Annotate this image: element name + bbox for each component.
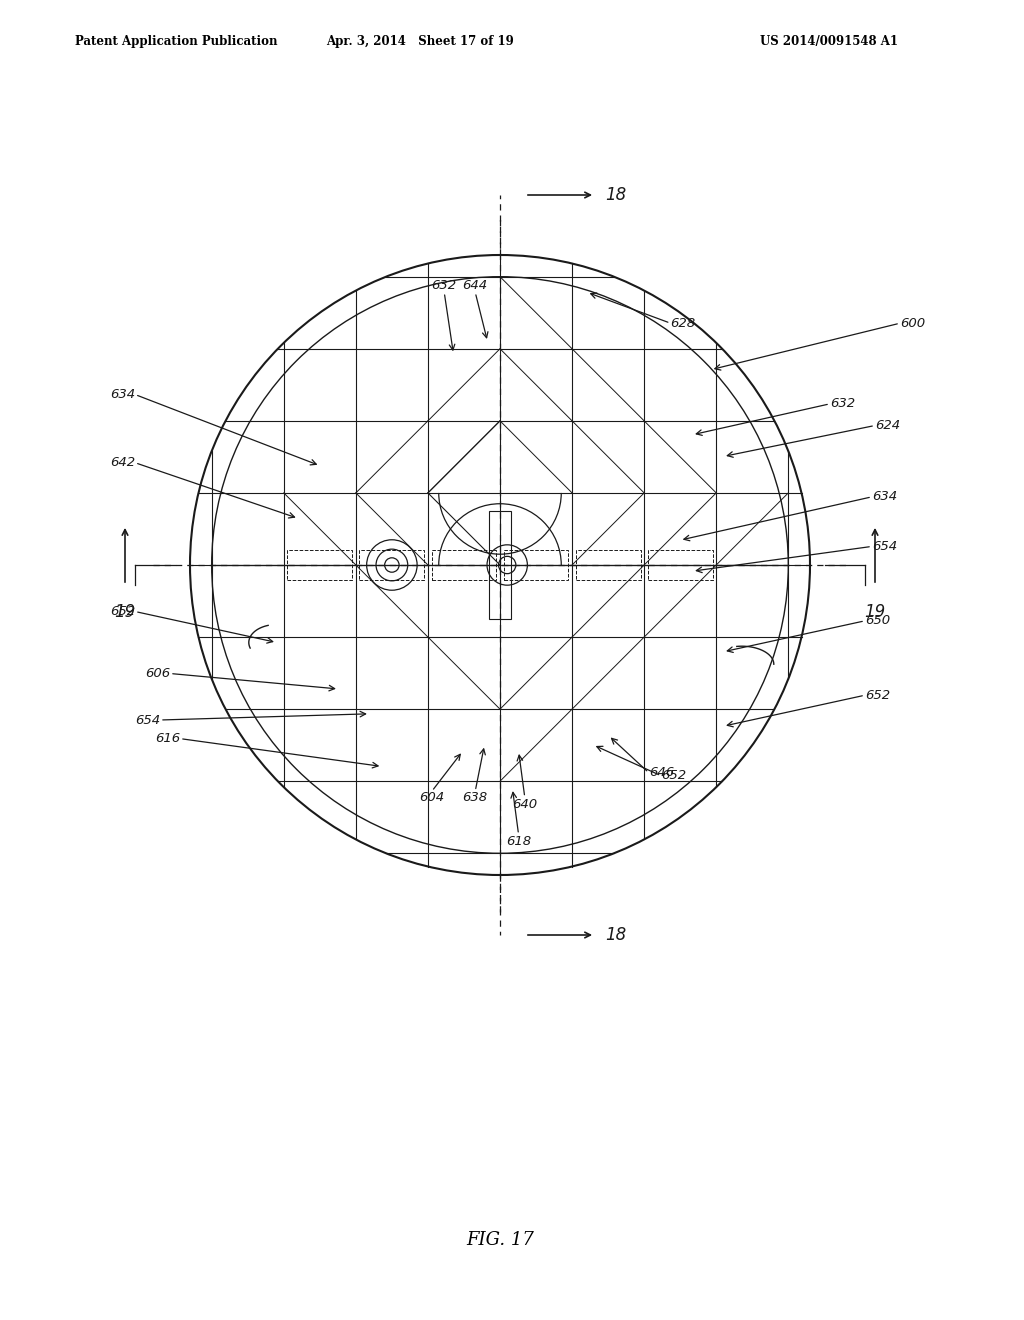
Text: US 2014/0091548 A1: US 2014/0091548 A1: [760, 36, 898, 48]
Text: 634: 634: [872, 490, 897, 503]
Text: 18: 18: [605, 927, 627, 944]
Text: 606: 606: [144, 667, 170, 680]
Text: 652: 652: [662, 770, 686, 783]
Text: 624: 624: [874, 418, 900, 432]
Bar: [431, 550, 497, 579]
Text: 632: 632: [830, 397, 855, 411]
Bar: [648, 550, 713, 579]
Text: Patent Application Publication: Patent Application Publication: [75, 36, 278, 48]
Text: FIG. 17: FIG. 17: [466, 1232, 534, 1249]
Bar: [489, 511, 511, 619]
Text: 638: 638: [463, 791, 487, 804]
Text: 618: 618: [506, 834, 531, 847]
Text: 642: 642: [110, 457, 135, 469]
Text: 646: 646: [649, 766, 674, 779]
Text: 616: 616: [155, 733, 180, 744]
Text: 632: 632: [432, 280, 457, 292]
Text: 18: 18: [605, 186, 627, 205]
Text: 652: 652: [110, 605, 135, 618]
Bar: [504, 550, 568, 579]
Text: 600: 600: [900, 317, 925, 330]
Text: 634: 634: [110, 388, 135, 401]
Text: 644: 644: [463, 280, 487, 292]
Bar: [359, 550, 424, 579]
Text: 654: 654: [135, 714, 160, 726]
Bar: [288, 550, 352, 579]
Text: 640: 640: [512, 797, 538, 810]
Text: Apr. 3, 2014   Sheet 17 of 19: Apr. 3, 2014 Sheet 17 of 19: [326, 36, 514, 48]
Text: 604: 604: [419, 791, 444, 804]
Text: 652: 652: [865, 689, 890, 702]
Text: 19: 19: [864, 603, 886, 620]
Text: 628: 628: [671, 317, 695, 330]
Bar: [575, 550, 641, 579]
Text: 650: 650: [865, 614, 890, 627]
Text: 654: 654: [872, 540, 897, 553]
Text: 19: 19: [115, 603, 135, 620]
